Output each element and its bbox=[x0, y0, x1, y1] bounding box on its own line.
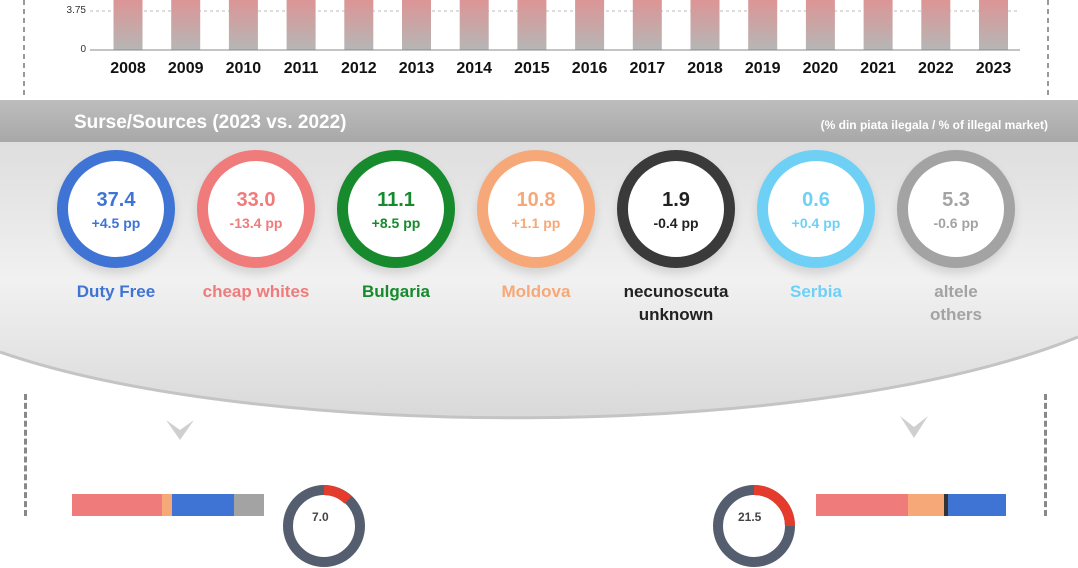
x-tick-2009: 2009 bbox=[167, 60, 204, 77]
x-tick-2016: 2016 bbox=[571, 60, 608, 77]
source-label: Duty Free bbox=[76, 282, 156, 301]
bar-2013 bbox=[402, 0, 431, 50]
source-change: -13.4 pp bbox=[229, 215, 283, 231]
source-change: +1.1 pp bbox=[511, 215, 561, 231]
x-tick-2021: 2021 bbox=[860, 60, 896, 77]
source-label: necunoscuta unknown bbox=[623, 282, 729, 324]
source-label: cheap whites bbox=[202, 282, 310, 301]
bar-2010 bbox=[228, 0, 258, 50]
source-label: Bulgaria bbox=[361, 282, 431, 301]
source-change: +4.5 pp bbox=[91, 215, 141, 231]
bar-2018 bbox=[690, 0, 720, 50]
bar-2019 bbox=[748, 0, 778, 50]
bar-2023 bbox=[979, 0, 1008, 50]
left-donut-value: 7.0 bbox=[312, 510, 329, 524]
bar-2020 bbox=[805, 0, 835, 50]
source-value: 0.6 bbox=[802, 189, 830, 211]
left-donut bbox=[283, 485, 365, 567]
source-ring: 33.0 -13.4 pp bbox=[197, 150, 315, 268]
right-donut-value: 21.5 bbox=[738, 510, 762, 524]
right-lower-dashed-border bbox=[1044, 394, 1047, 516]
source-change: +8.5 pp bbox=[371, 215, 421, 231]
x-tick-2010: 2010 bbox=[225, 60, 262, 77]
x-tick-2023: 2023 bbox=[975, 60, 1012, 77]
source-item: 5.3 -0.6 pp altele others bbox=[891, 150, 1021, 326]
source-label: Serbia bbox=[790, 282, 842, 301]
bar-2015 bbox=[517, 0, 547, 50]
x-tick-labels: 2008 2009 2010 2011 2012 2013 2014 2015 2016 2017… bbox=[0, 60, 1078, 84]
x-tick-2012: 2012 bbox=[341, 60, 377, 77]
source-item: 1.9 -0.4 pp necunoscuta unknown bbox=[611, 150, 741, 326]
left-lower-dashed-border bbox=[24, 394, 27, 516]
source-item: 37.4 +4.5 pp Duty Free bbox=[51, 150, 181, 303]
source-item: 11.1 +8.5 pp Bulgaria bbox=[331, 150, 461, 303]
x-tick-2019: 2019 bbox=[744, 60, 781, 77]
sources-title: Surse/Sources (2023 vs. 2022) bbox=[74, 112, 347, 133]
source-ring: 1.9 -0.4 pp bbox=[617, 150, 735, 268]
x-tick-2015: 2015 bbox=[514, 60, 550, 77]
source-ring: 10.8 +1.1 pp bbox=[477, 150, 595, 268]
x-tick-2013: 2013 bbox=[398, 60, 435, 77]
bar-2022 bbox=[921, 0, 951, 50]
source-change: -0.4 pp bbox=[653, 215, 699, 231]
bar-2011 bbox=[286, 0, 316, 50]
y-tick-label: 0 bbox=[80, 44, 86, 55]
bar-2021 bbox=[863, 0, 893, 50]
right-donut bbox=[713, 485, 795, 567]
source-value: 5.3 bbox=[942, 189, 970, 211]
source-value: 10.8 bbox=[516, 189, 556, 211]
bar-2014 bbox=[459, 0, 489, 50]
source-item: 0.6 +0.4 pp Serbia bbox=[751, 150, 881, 303]
source-label: altele others bbox=[930, 282, 982, 324]
x-tick-2014: 2014 bbox=[456, 60, 492, 77]
chevron-down-icon bbox=[900, 416, 928, 438]
source-ring: 37.4 +4.5 pp bbox=[57, 150, 175, 268]
x-tick-2022: 2022 bbox=[918, 60, 954, 77]
source-value: 11.1 bbox=[377, 189, 415, 211]
source-value: 37.4 bbox=[96, 189, 136, 211]
sources-unit-note: (% din piata ilegala / % of illegal mark… bbox=[820, 118, 1048, 132]
annual-bar-chart bbox=[23, 0, 1049, 96]
source-ring: 11.1 +8.5 pp bbox=[337, 150, 455, 268]
x-tick-2018: 2018 bbox=[687, 60, 723, 77]
source-ring: 0.6 +0.4 pp bbox=[757, 150, 875, 268]
source-label: Moldova bbox=[501, 282, 571, 301]
x-tick-2017: 2017 bbox=[629, 60, 666, 77]
source-item: 33.0 -13.4 pp cheap whites bbox=[191, 150, 321, 303]
bar-2017 bbox=[632, 0, 662, 50]
source-value: 33.0 bbox=[236, 189, 276, 211]
bar-2012 bbox=[344, 0, 374, 50]
source-value: 1.9 bbox=[662, 189, 690, 211]
source-change: +0.4 pp bbox=[791, 215, 841, 231]
sources-header-bar bbox=[0, 100, 1078, 142]
bar-2009 bbox=[171, 0, 201, 50]
x-tick-2020: 2020 bbox=[802, 60, 839, 77]
source-ring: 5.3 -0.6 pp bbox=[897, 150, 1015, 268]
chevron-down-icon bbox=[166, 420, 194, 440]
x-tick-2008: 2008 bbox=[110, 60, 146, 77]
source-item: 10.8 +1.1 pp Moldova bbox=[471, 150, 601, 303]
bar-2008 bbox=[113, 0, 143, 50]
source-change: -0.6 pp bbox=[933, 215, 979, 231]
y-tick-label: 3.75 bbox=[66, 5, 86, 16]
x-tick-2011: 2011 bbox=[283, 60, 319, 77]
bar-2016 bbox=[575, 0, 605, 50]
